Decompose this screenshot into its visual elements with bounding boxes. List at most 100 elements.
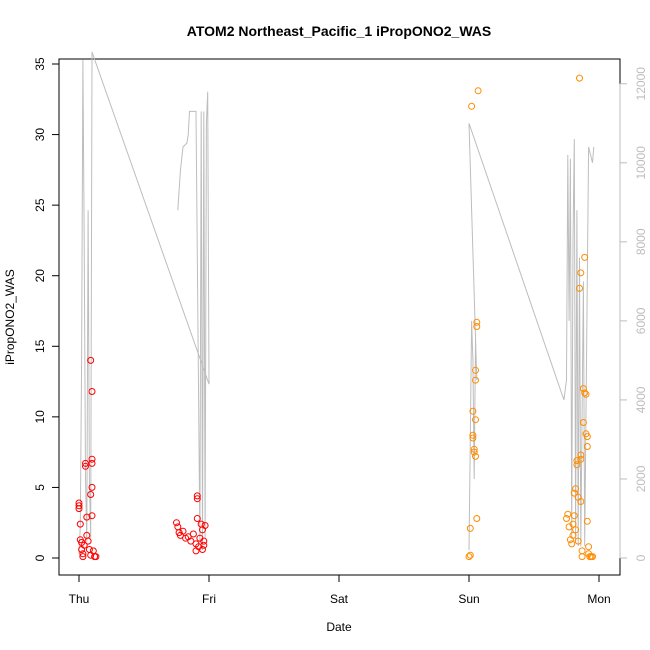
data-point — [88, 512, 96, 520]
altitude-line-segment — [468, 123, 595, 551]
data-point — [76, 520, 84, 528]
data-point — [179, 527, 187, 535]
data-point — [468, 102, 476, 110]
y-tick-label: 30 — [33, 128, 47, 142]
y2-tick-label: 0 — [634, 554, 648, 561]
y2-tick-label: 12000 — [634, 67, 648, 101]
data-point — [75, 505, 83, 513]
data-point — [466, 524, 474, 532]
data-point — [83, 513, 91, 521]
data-point — [469, 407, 477, 415]
data-point — [569, 531, 577, 539]
data-point — [470, 448, 478, 456]
data-points-group — [75, 74, 596, 561]
y-tick-label: 20 — [33, 269, 47, 283]
data-point — [577, 455, 585, 463]
data-point — [88, 455, 96, 463]
data-point — [465, 553, 473, 561]
data-point — [88, 483, 96, 491]
x-tick-label: Sat — [330, 592, 349, 606]
data-point — [472, 416, 479, 424]
data-point — [474, 87, 482, 95]
data-point — [193, 492, 201, 500]
data-point — [564, 510, 572, 518]
data-point — [189, 530, 197, 538]
data-point — [473, 318, 481, 326]
data-point — [576, 74, 583, 82]
data-point — [579, 419, 587, 426]
y2-tick-label: 8000 — [634, 228, 648, 255]
data-point — [472, 452, 479, 460]
x-tick-label: Fri — [202, 592, 216, 606]
data-point — [577, 269, 585, 277]
data-point — [88, 388, 96, 395]
data-point — [472, 366, 479, 374]
y2-tick-label: 6000 — [634, 307, 648, 334]
data-point — [583, 443, 591, 450]
data-point — [589, 553, 596, 561]
y-axis: 0 5 10 15 20 25 30 35 — [33, 57, 60, 561]
data-point — [79, 553, 87, 561]
data-point — [470, 445, 478, 453]
data-point — [577, 451, 585, 459]
data-point — [569, 520, 577, 528]
data-point — [568, 540, 576, 548]
y-tick-label: 0 — [33, 554, 47, 561]
data-point — [578, 553, 586, 561]
data-point — [473, 323, 481, 330]
data-point — [92, 553, 100, 561]
data-point — [469, 431, 477, 439]
data-point — [574, 537, 582, 545]
data-point — [581, 389, 589, 397]
data-point — [174, 523, 182, 531]
data-point — [84, 537, 92, 545]
data-point — [85, 546, 93, 553]
data-point — [570, 512, 578, 520]
data-point — [563, 515, 570, 522]
data-point — [82, 462, 89, 470]
x-tick-label: Thu — [69, 592, 90, 606]
data-point — [75, 502, 83, 510]
y2-tick-label: 4000 — [634, 386, 648, 413]
data-point — [173, 519, 180, 527]
x-tick-label: Sun — [458, 592, 479, 606]
data-point — [201, 522, 209, 529]
data-point — [197, 520, 205, 528]
data-point — [582, 390, 590, 398]
data-point — [473, 515, 481, 522]
data-point — [200, 541, 208, 549]
data-point — [577, 498, 585, 505]
x-axis: Thu Fri Sat Sun Mon — [69, 574, 611, 606]
secondary-y-axis: 0 2000 4000 6000 8000 10000 12000 — [619, 67, 648, 561]
data-point — [88, 459, 96, 467]
data-point — [583, 517, 591, 525]
data-point — [578, 547, 586, 555]
data-point — [466, 551, 474, 559]
data-point — [472, 376, 479, 384]
y2-tick-label: 2000 — [634, 465, 648, 492]
data-point — [572, 526, 580, 534]
altitude-line-segment — [78, 51, 210, 554]
data-point — [583, 433, 591, 441]
data-point — [572, 485, 580, 493]
data-point — [200, 537, 208, 545]
x-axis-label: Date — [326, 620, 352, 634]
data-point — [87, 491, 95, 498]
data-point — [187, 537, 195, 545]
y-tick-label: 35 — [33, 57, 47, 71]
data-point — [193, 495, 201, 503]
data-point — [199, 546, 206, 553]
y-tick-label: 10 — [33, 410, 47, 424]
data-point — [193, 515, 201, 522]
y-tick-label: 25 — [33, 198, 47, 212]
data-point — [579, 385, 587, 393]
data-point — [469, 434, 477, 442]
altitude-line-group — [78, 51, 595, 554]
data-point — [87, 356, 95, 364]
chart-title: ATOM2 Northeast_Pacific_1 iPropONO2_WAS — [187, 23, 491, 39]
data-point — [573, 461, 581, 469]
data-point — [573, 457, 581, 465]
data-point — [576, 284, 583, 292]
data-point — [585, 543, 593, 551]
